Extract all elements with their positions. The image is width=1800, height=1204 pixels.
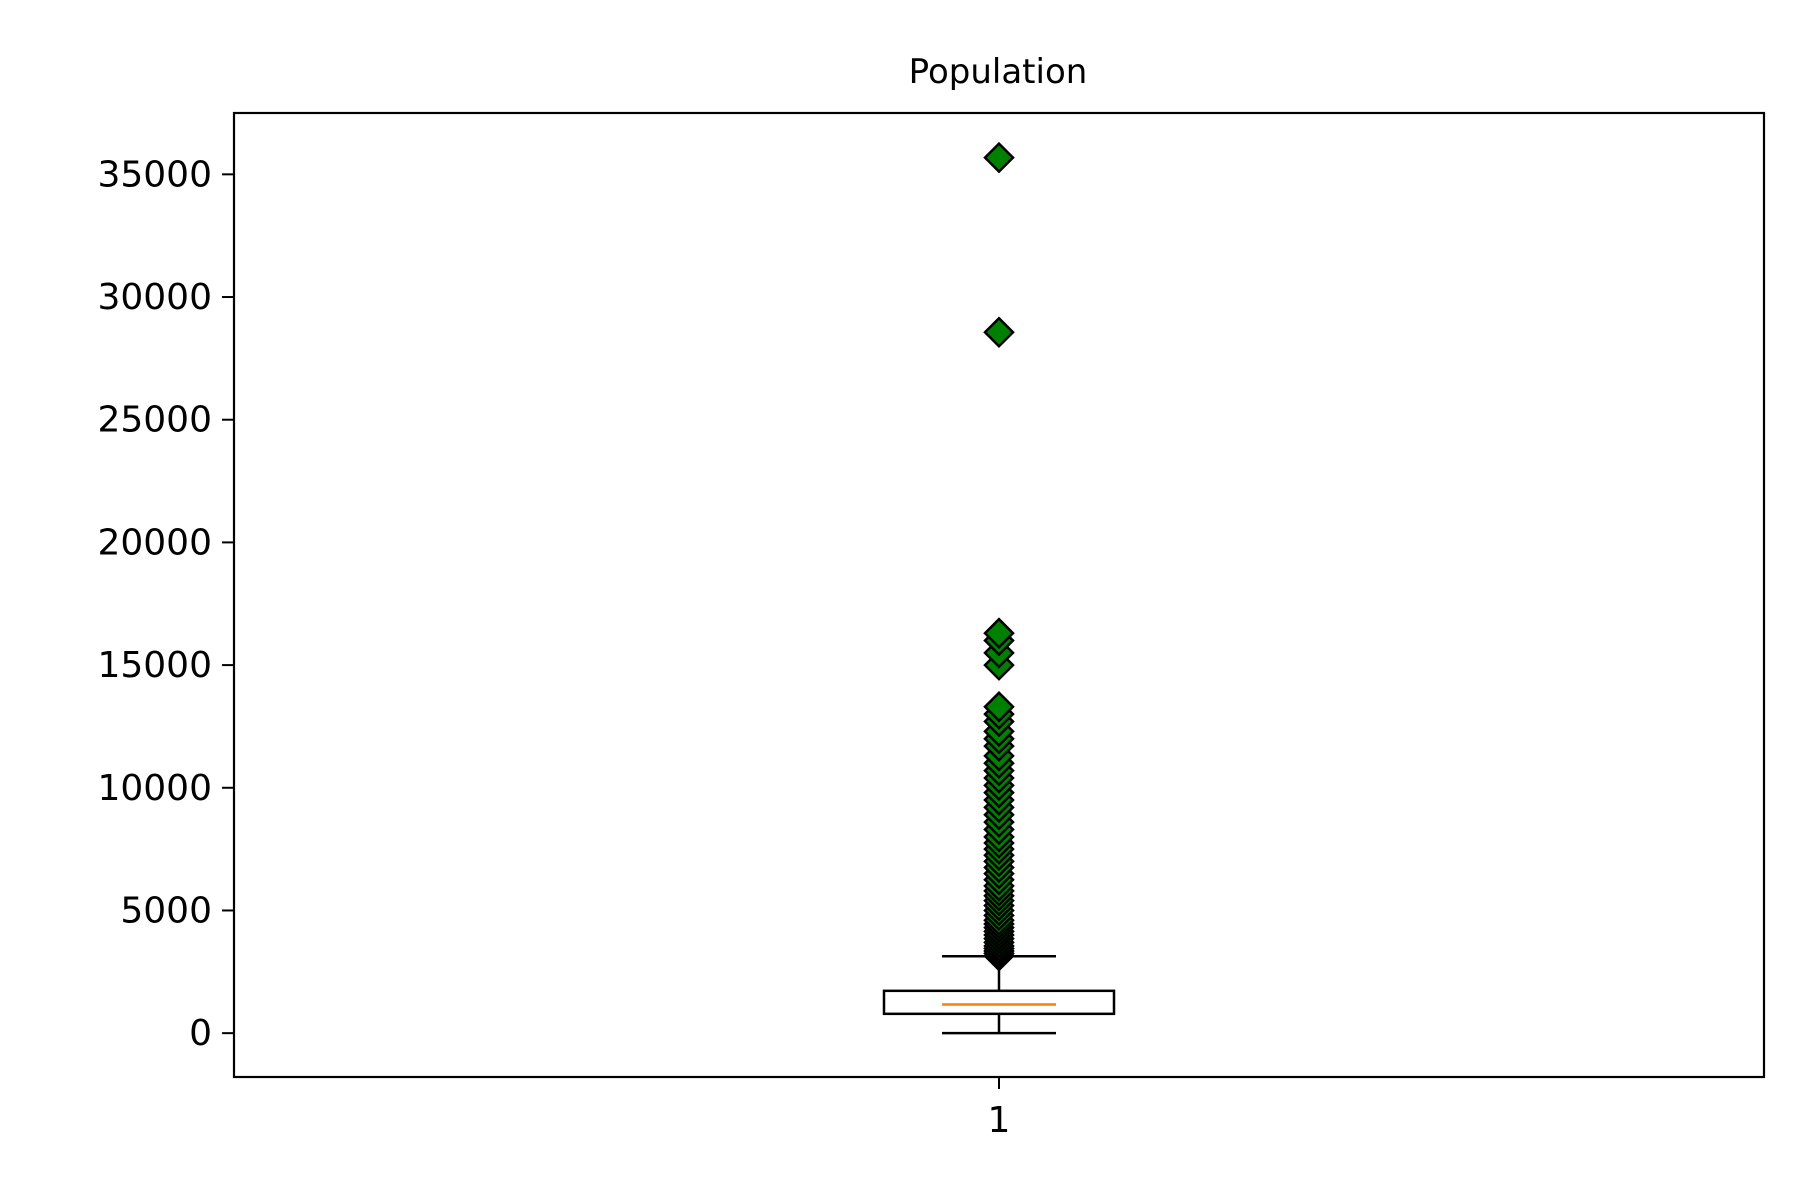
- y-tick-label: 30000: [97, 277, 212, 318]
- iqr-box: [882, 989, 1116, 1016]
- axes: 0 5000 10000 15000 20000 25000 30000 35000 1: [97, 111, 1766, 1141]
- y-tick-label: 20000: [97, 522, 212, 563]
- y-tick-label: 0: [189, 1013, 212, 1054]
- y-tick-label: 5000: [120, 890, 212, 931]
- outlier-point: [983, 141, 1015, 174]
- y-tick-label: 25000: [97, 400, 212, 441]
- chart-title: Population: [909, 52, 1088, 92]
- y-tick-label: 35000: [97, 154, 212, 195]
- outlier-point: [983, 316, 1015, 348]
- x-tick-label: 1: [988, 1100, 1011, 1141]
- outlier-point: [983, 691, 1015, 723]
- outlier-point: [983, 617, 1015, 649]
- y-tick-label: 10000: [97, 768, 212, 809]
- plot-area: [882, 141, 1116, 1035]
- y-tick-label: 15000: [97, 645, 212, 686]
